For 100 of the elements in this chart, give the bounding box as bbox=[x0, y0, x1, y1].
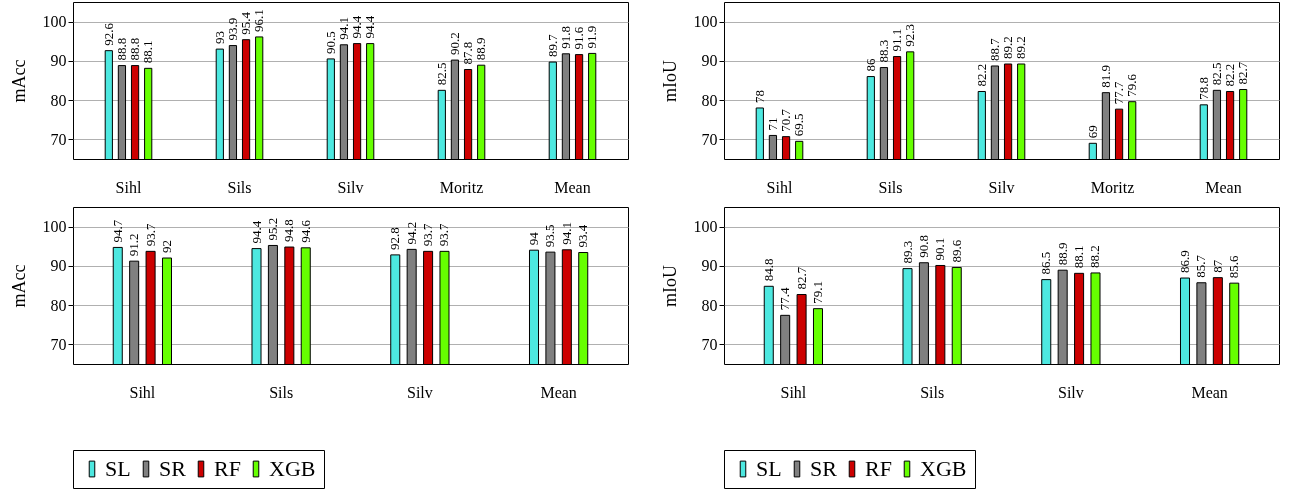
data-label: 93.7 bbox=[436, 223, 452, 247]
data-label: 86.9 bbox=[1177, 250, 1192, 274]
x-tick-label: Sihl bbox=[129, 383, 156, 401]
data-label: 94 bbox=[526, 231, 541, 246]
data-label: 78.8 bbox=[1195, 77, 1211, 100]
data-label: 92.3 bbox=[902, 24, 918, 47]
x-tick-label: Mean bbox=[554, 178, 591, 196]
data-label: 93 bbox=[211, 31, 227, 45]
data-label: 88.1 bbox=[1071, 245, 1087, 269]
data-label: 78 bbox=[751, 89, 767, 103]
x-tick-label: Mean bbox=[540, 383, 577, 401]
data-label: 82.2 bbox=[1222, 63, 1238, 87]
data-label: 94.4 bbox=[248, 220, 264, 244]
data-label: 85.6 bbox=[1226, 254, 1242, 279]
data-label: 92.6 bbox=[100, 22, 116, 46]
data-label: 94.1 bbox=[558, 222, 574, 245]
data-label: 96.1 bbox=[251, 9, 267, 32]
data-label: 93.5 bbox=[542, 224, 558, 248]
data-label: 86.5 bbox=[1038, 251, 1054, 275]
data-label: 85.7 bbox=[1193, 254, 1209, 278]
data-label: 70.7 bbox=[778, 108, 794, 132]
data-label: 81.9 bbox=[1097, 64, 1113, 88]
x-tick-label: Sihl bbox=[780, 383, 807, 401]
y-tick-label: 80 bbox=[50, 91, 67, 109]
y-tick-label: 80 bbox=[50, 296, 67, 314]
y-tick-label: 90 bbox=[50, 52, 67, 70]
data-label: 91.9 bbox=[584, 25, 600, 49]
data-label: 69.5 bbox=[791, 113, 807, 137]
legend-label: RF bbox=[865, 456, 892, 481]
x-tick-label: Sils bbox=[920, 383, 945, 401]
x-tick-label: Mean bbox=[1191, 383, 1228, 401]
data-label: 77.7 bbox=[1111, 80, 1127, 105]
y-tick-label: 80 bbox=[701, 296, 718, 314]
y-tick-label: 100 bbox=[693, 13, 718, 31]
x-tick-label: Sils bbox=[269, 383, 294, 401]
data-label: 94.6 bbox=[297, 219, 313, 243]
x-tick-label: Silv bbox=[1057, 383, 1084, 401]
legend-label: XGB bbox=[269, 456, 316, 481]
data-label: 94.7 bbox=[109, 219, 125, 243]
data-label: 90.2 bbox=[446, 32, 462, 56]
data-label: 89.7 bbox=[544, 33, 560, 58]
data-label: 82.2 bbox=[973, 63, 989, 87]
data-label: 82.5 bbox=[433, 62, 449, 86]
x-tick-label: Moritz bbox=[1090, 178, 1135, 196]
data-label: 86 bbox=[862, 58, 878, 72]
data-label: 84.8 bbox=[760, 258, 776, 282]
data-label: 88.2 bbox=[1087, 245, 1103, 268]
y-tick-label: 70 bbox=[50, 335, 67, 353]
x-tick-label: Silv bbox=[337, 178, 364, 196]
data-label: 82.5 bbox=[1208, 62, 1224, 86]
data-label: 92 bbox=[159, 240, 174, 254]
data-label: 91.2 bbox=[126, 233, 142, 257]
y-axis-title: mAcc bbox=[8, 264, 29, 308]
y-tick-label: 90 bbox=[701, 52, 718, 70]
data-label: 88.9 bbox=[1054, 242, 1070, 266]
data-label: 93.7 bbox=[420, 223, 436, 247]
legend-label: SR bbox=[810, 456, 838, 481]
y-tick-label: 100 bbox=[42, 218, 67, 236]
data-label: 88.1 bbox=[140, 40, 156, 64]
y-axis-title: mAcc bbox=[8, 59, 29, 103]
data-label: 94.4 bbox=[349, 15, 365, 39]
data-label: 82.7 bbox=[1235, 61, 1251, 85]
data-label: 90.5 bbox=[322, 31, 338, 54]
data-label: 92.8 bbox=[387, 227, 403, 250]
data-label: 93.7 bbox=[142, 223, 158, 247]
data-label: 89.2 bbox=[1000, 36, 1016, 60]
x-tick-label: Sihl bbox=[115, 178, 142, 196]
data-label: 79.6 bbox=[1124, 73, 1140, 97]
data-label: 82.7 bbox=[793, 266, 809, 290]
data-label: 95.4 bbox=[238, 11, 254, 35]
x-tick-label: Sihl bbox=[766, 178, 793, 196]
data-label: 71 bbox=[764, 117, 780, 131]
y-tick-label: 70 bbox=[701, 130, 718, 148]
legend-label: SL bbox=[756, 456, 782, 481]
data-label: 88.3 bbox=[875, 39, 891, 63]
y-axis-title: mIoU bbox=[659, 265, 680, 307]
x-tick-label: Mean bbox=[1205, 178, 1242, 196]
legend-label: RF bbox=[214, 456, 241, 481]
legend-label: SR bbox=[159, 456, 187, 481]
data-label: 95.2 bbox=[264, 217, 280, 241]
legend-label: XGB bbox=[920, 456, 967, 481]
data-label: 69 bbox=[1084, 125, 1100, 139]
data-label: 93.4 bbox=[575, 224, 591, 248]
data-label: 93.9 bbox=[224, 17, 240, 41]
data-label: 90.1 bbox=[932, 237, 948, 261]
data-label: 87.8 bbox=[460, 41, 476, 65]
data-label: 88.8 bbox=[113, 37, 129, 61]
data-label: 94.1 bbox=[335, 17, 351, 40]
y-axis-title: mIoU bbox=[659, 60, 680, 102]
data-label: 94.2 bbox=[403, 221, 419, 245]
y-tick-label: 90 bbox=[701, 257, 718, 275]
data-label: 91.1 bbox=[889, 28, 905, 52]
data-label: 91.6 bbox=[571, 26, 587, 50]
data-label: 88.8 bbox=[127, 37, 143, 61]
y-tick-label: 90 bbox=[50, 257, 67, 275]
data-label: 89.2 bbox=[1013, 36, 1029, 60]
x-tick-label: Silv bbox=[988, 178, 1015, 196]
legend-label: SL bbox=[105, 456, 131, 481]
y-tick-label: 70 bbox=[50, 130, 67, 148]
data-label: 94.8 bbox=[281, 219, 297, 243]
